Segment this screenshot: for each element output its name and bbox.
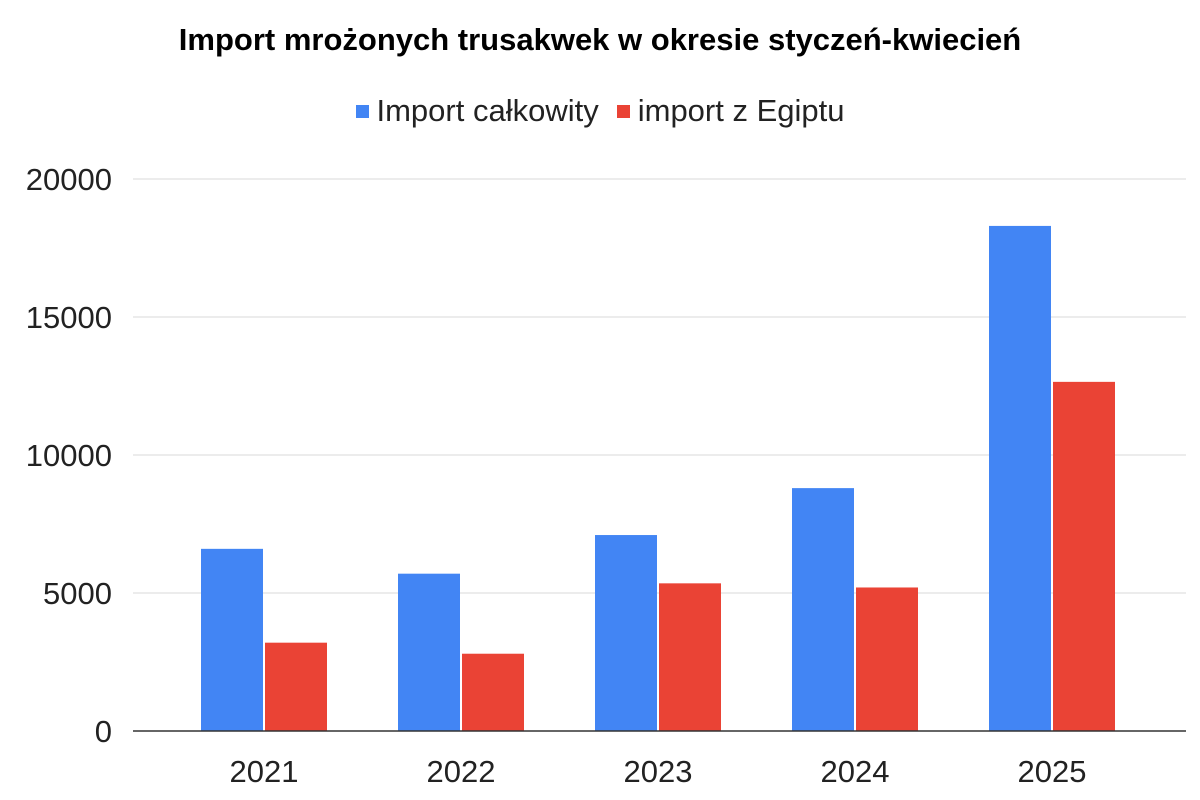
x-tick-label-2025: 2025 — [1018, 754, 1087, 789]
legend-item-total: Import całkowity — [355, 93, 599, 129]
bar-egypt-2025 — [1053, 381, 1115, 731]
bar-egypt-2022 — [462, 653, 524, 731]
y-tick-label-20000: 20000 — [26, 162, 112, 197]
x-tick-label-2022: 2022 — [427, 754, 496, 789]
legend-label-total: Import całkowity — [376, 93, 599, 128]
x-tick-label-2024: 2024 — [821, 754, 890, 789]
y-tick-label-10000: 10000 — [26, 438, 112, 473]
y-tick-label-5000: 5000 — [43, 576, 112, 611]
y-tick-label-15000: 15000 — [26, 300, 112, 335]
bar-total-2022 — [398, 573, 460, 731]
legend-swatch-total — [355, 104, 369, 118]
x-tick-label-2021: 2021 — [230, 754, 299, 789]
bar-egypt-2023 — [659, 583, 721, 731]
legend-swatch-egypt — [616, 104, 630, 118]
bar-egypt-2021 — [265, 642, 327, 731]
chart-title: Import mrożonych trusakwek w okresie sty… — [178, 22, 1022, 57]
bar-total-2024 — [792, 488, 854, 731]
chart-legend: Import całkowity import z Egiptu — [0, 93, 1200, 129]
bar-total-2023 — [595, 535, 657, 731]
legend-label-egypt: import z Egiptu — [637, 93, 845, 128]
x-tick-label-2023: 2023 — [624, 754, 693, 789]
y-tick-label-0: 0 — [95, 714, 112, 749]
legend-item-egypt: import z Egiptu — [616, 93, 845, 129]
bar-egypt-2024 — [856, 587, 918, 731]
bar-total-2025 — [989, 225, 1051, 732]
bar-total-2021 — [201, 548, 263, 731]
